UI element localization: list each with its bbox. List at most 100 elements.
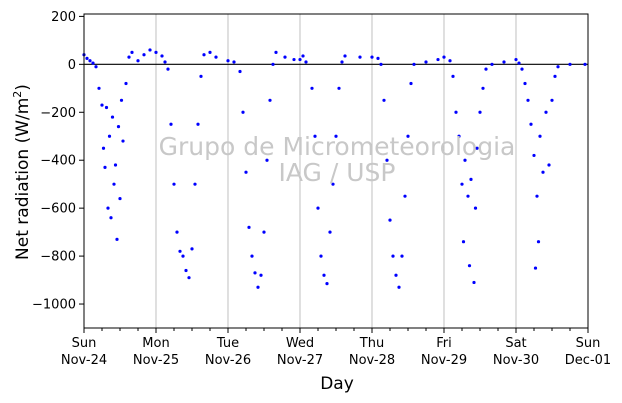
y-tick-label: −800 — [40, 250, 76, 265]
data-point — [119, 98, 124, 102]
data-point — [298, 57, 302, 62]
data-point — [142, 53, 146, 57]
data-point — [232, 60, 236, 64]
data-point — [160, 54, 164, 58]
data-point — [442, 55, 446, 59]
data-point — [265, 158, 269, 162]
data-point — [244, 170, 248, 174]
data-point — [535, 194, 539, 198]
x-tick-date: Nov-28 — [349, 353, 395, 368]
x-tick-weekday: Sat — [505, 336, 526, 351]
data-point — [469, 177, 473, 181]
data-point — [121, 139, 125, 143]
data-point — [403, 194, 407, 198]
data-point — [514, 57, 518, 62]
data-points — [82, 48, 587, 289]
data-point — [388, 218, 392, 222]
data-point — [130, 50, 134, 54]
data-point — [304, 60, 308, 64]
data-point — [238, 69, 242, 74]
data-point — [127, 55, 131, 59]
y-tick-label: −200 — [40, 106, 76, 121]
y-axis-label: Net radiation (W/m2) — [11, 84, 33, 260]
data-point — [241, 110, 245, 114]
y-tick-label: −600 — [40, 202, 76, 217]
x-tick-weekday: Mon — [142, 336, 169, 351]
data-point — [103, 165, 107, 170]
data-point — [97, 86, 101, 90]
vertical-grid — [155, 14, 517, 328]
data-point — [187, 276, 191, 280]
watermark: Grupo de Micrometeorologia IAG / USP — [159, 132, 516, 187]
data-point — [253, 271, 257, 275]
data-point — [181, 254, 185, 258]
data-point — [536, 240, 541, 244]
x-axis-label: Day — [320, 374, 354, 394]
data-point — [169, 122, 173, 126]
data-point — [271, 62, 275, 66]
data-point — [104, 105, 109, 110]
data-point — [148, 48, 152, 52]
data-point — [397, 285, 401, 289]
data-point — [523, 81, 527, 86]
data-point — [178, 249, 182, 253]
data-point — [583, 62, 587, 66]
x-tick-date: Nov-25 — [133, 353, 179, 368]
y-tick-label: 0 — [68, 58, 76, 73]
data-point — [376, 56, 380, 60]
data-point — [193, 182, 197, 186]
x-tick-weekday: Sun — [72, 336, 97, 351]
data-point — [424, 60, 428, 64]
y-axis: 200 0 −200 −400 −600 −800 −1000 — [32, 10, 84, 313]
y-axis-label-prefix: Net radiation (W/m — [13, 98, 33, 260]
data-point — [463, 158, 467, 162]
x-tick-weekday: Sun — [576, 336, 601, 351]
data-point — [256, 285, 260, 289]
data-point — [106, 206, 110, 210]
data-point — [331, 182, 335, 186]
data-point — [319, 254, 323, 258]
data-point — [322, 273, 326, 277]
x-tick-weekday: Tue — [216, 336, 239, 351]
x-tick-weekday: Thu — [359, 336, 384, 351]
data-point — [163, 60, 167, 64]
data-point — [343, 54, 347, 58]
data-point — [556, 65, 560, 69]
y-axis-label-superscript: 2 — [11, 91, 24, 98]
data-point — [473, 206, 478, 210]
data-point — [400, 254, 404, 258]
data-point — [313, 134, 317, 138]
data-point — [337, 86, 341, 90]
data-point — [553, 74, 557, 78]
data-point — [529, 122, 533, 126]
data-point — [116, 125, 121, 129]
data-point — [412, 62, 416, 66]
data-point — [136, 59, 140, 63]
data-point — [190, 247, 194, 251]
data-point — [568, 62, 572, 66]
data-point — [199, 74, 203, 78]
data-point — [502, 60, 506, 64]
data-point — [475, 146, 479, 150]
data-point — [334, 134, 338, 138]
data-point — [466, 194, 470, 198]
x-tick-date: Nov-24 — [61, 353, 107, 368]
y-tick-label: −1000 — [32, 298, 76, 313]
watermark-line-1: Grupo de Micrometeorologia — [159, 132, 516, 161]
data-point — [457, 134, 461, 138]
data-point — [301, 54, 305, 58]
data-point — [88, 59, 92, 63]
x-tick-weekday: Fri — [436, 336, 452, 351]
data-point — [184, 268, 188, 273]
data-point — [328, 230, 332, 234]
data-point — [394, 273, 398, 277]
watermark-line-2: IAG / USP — [279, 158, 396, 187]
data-point — [316, 206, 320, 210]
y-tick-label: 200 — [51, 10, 76, 25]
x-tick-date: Nov-26 — [205, 353, 251, 368]
data-point — [109, 216, 113, 220]
data-point — [310, 86, 314, 90]
data-point — [461, 240, 466, 244]
data-point — [517, 61, 521, 65]
